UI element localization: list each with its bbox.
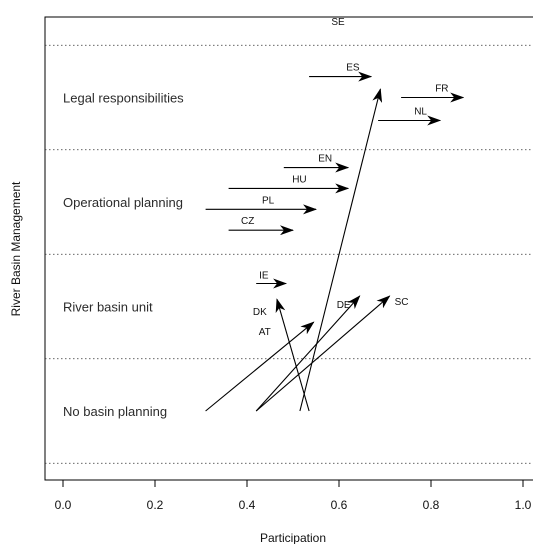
- level-label: Operational planning: [63, 195, 183, 210]
- arrow-de: [255, 295, 361, 412]
- arrow-label: NL: [414, 106, 427, 117]
- arrow-label: HU: [292, 174, 306, 185]
- plot-frame: [44, 16, 533, 481]
- arrow-label: SC: [395, 297, 409, 308]
- level-label: No basin planning: [63, 404, 167, 419]
- arrow-label: DK: [253, 307, 267, 318]
- arrow-label: PL: [262, 195, 275, 206]
- arrow-se: [299, 88, 383, 412]
- arrow-label: IE: [259, 271, 269, 282]
- arrow-label: ES: [346, 63, 360, 74]
- x-tick-label: 0.6: [331, 498, 348, 512]
- arrow-label: EN: [318, 154, 332, 165]
- x-axis-label: Participation: [260, 531, 326, 544]
- arrow-label: CZ: [241, 216, 254, 227]
- arrow-sc: [255, 295, 391, 412]
- x-tick-label: 0.2: [147, 498, 164, 512]
- x-tick-label: 1.0: [515, 498, 532, 512]
- arrow-label: FR: [435, 84, 448, 95]
- arrow-at: [205, 321, 315, 412]
- arrow-label: AT: [259, 327, 271, 338]
- arrow-label: SE: [331, 17, 345, 28]
- x-tick-label: 0.4: [239, 498, 256, 512]
- arrow-label: DE: [337, 300, 351, 311]
- y-axis-label: River Basin Management: [9, 181, 23, 316]
- x-tick-label: 0.0: [55, 498, 72, 512]
- level-label: Legal responsibilities: [63, 91, 184, 106]
- x-tick-label: 0.8: [423, 498, 440, 512]
- arrow-dk: [275, 298, 310, 412]
- level-label: River basin unit: [63, 300, 153, 315]
